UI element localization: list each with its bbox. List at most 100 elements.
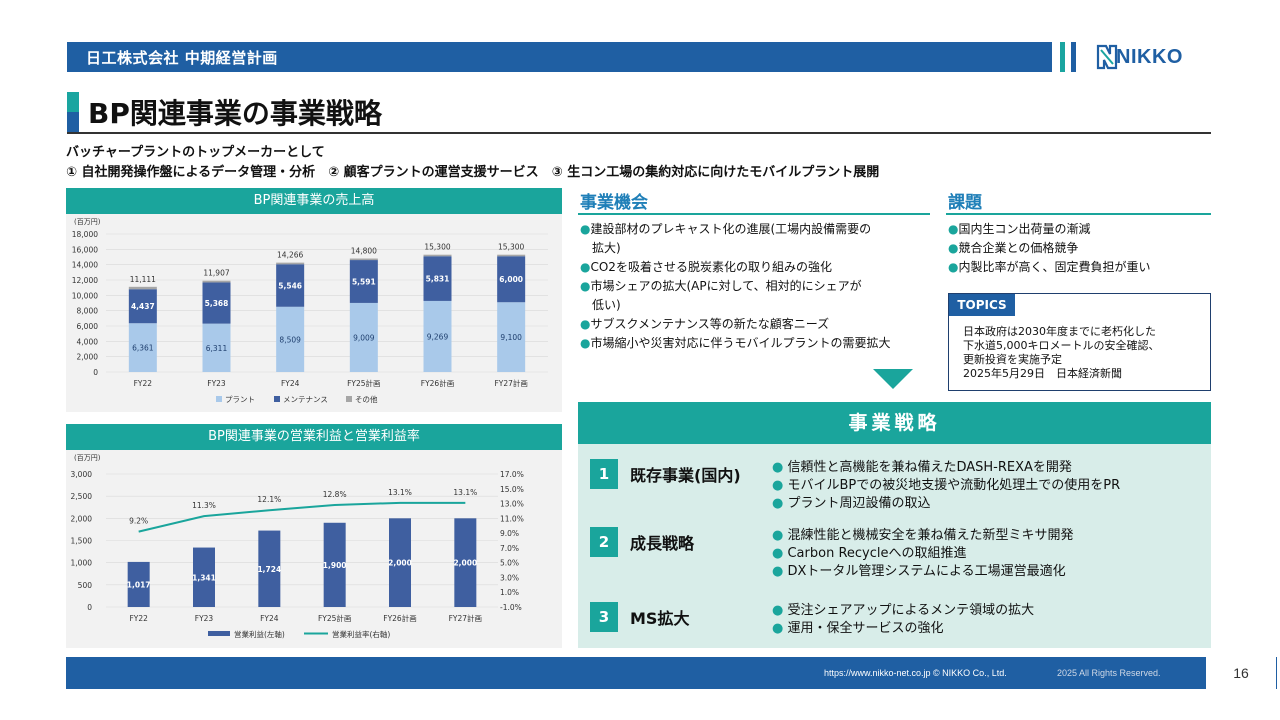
sales-chart-panel: BP関連事業の売上高 (百万円) 0 2,000 4,000 6,000 8,000 10,…: [66, 188, 562, 412]
bar-other: [497, 254, 526, 257]
x-tick-label: FY25計画: [347, 378, 380, 388]
opportunity-item: ●CO2を吸着させる脱炭素化の取り組みの強化: [580, 258, 935, 277]
logo-bars-icon: [1060, 42, 1078, 72]
strategy-row-1: 1 既存事業(国内) ● 信頼性と高機能を兼ね備えたDASH-REXAを開発 ● …: [590, 459, 1205, 519]
legend-swatch: [274, 396, 280, 402]
data-label-maintenance: 5,831: [426, 275, 450, 284]
data-label-margin: 9.2%: [129, 517, 148, 526]
y-tick-label-left: 500: [78, 581, 93, 590]
issues-rule: [946, 213, 1211, 215]
legend-label: 営業利益率(右軸): [332, 629, 390, 639]
strategy-row-title-3: MS拡大: [630, 609, 690, 628]
strategy-row-title-1: 既存事業(国内): [630, 466, 741, 485]
bullet-icon: ●: [772, 546, 788, 561]
legend-swatch: [208, 631, 230, 636]
header-bar: 日工株式会社 中期経営計画: [67, 42, 1052, 72]
topics-line-2: 下水道5,000キロメートルの安全確認、: [963, 339, 1160, 352]
x-tick-label: FY26計画: [421, 378, 454, 388]
bar-maintenance: [497, 256, 526, 303]
bar-plant: [349, 302, 378, 372]
unit-label: (百万円): [74, 454, 101, 462]
y-tick-label: 14,000: [72, 261, 98, 270]
y-tick-label-right: 15.0%: [500, 485, 524, 494]
bullet-icon: ●: [772, 603, 788, 618]
y-tick-label: 2,000: [77, 353, 99, 362]
bullet-icon: ●: [772, 496, 788, 511]
issue-text: 競合企業との価格競争: [958, 241, 1079, 255]
data-label-margin: 12.8%: [323, 490, 347, 499]
y-tick-label-right: 9.0%: [500, 529, 519, 538]
bullet-icon: ●: [948, 241, 959, 255]
y-tick-label-right: 17.0%: [500, 470, 524, 479]
topics-label: TOPICS: [949, 294, 1015, 316]
bar-other: [423, 254, 452, 257]
bullet-icon: ●: [772, 621, 788, 636]
strategy-items-2: ● 混練性能と機械安全を兼ね備えた新型ミキサ開発 ● Carbon Recycle…: [772, 527, 1074, 581]
bar-plant: [423, 300, 452, 372]
bar-operating-profit: [389, 518, 411, 607]
y-tick-label-right: 13.0%: [500, 500, 524, 509]
y-tick-label: 16,000: [72, 245, 98, 254]
bar-other: [128, 286, 157, 290]
y-tick-label: 12,000: [72, 276, 98, 285]
x-tick-label: FY22: [129, 614, 148, 623]
strategy-item-text: 信頼性と高機能を兼ね備えたDASH-REXAを開発: [787, 460, 1072, 475]
data-label-profit: 1,724: [257, 565, 281, 574]
sales-chart-title: BP関連事業の売上高: [66, 188, 562, 214]
data-label-plant: 9,269: [427, 332, 449, 341]
opportunity-item: ●建設部材のプレキャスト化の進展(工場内設備需要の: [580, 220, 935, 239]
y-tick-label-left: 2,500: [71, 492, 93, 501]
footer-bar: https://www.nikko-net.co.jp © NIKKO Co.,…: [66, 657, 1277, 689]
strategy-item-text: 運用・保全サービスの強化: [787, 621, 944, 636]
data-label-profit: 2,000: [388, 559, 412, 568]
opportunity-text: 建設部材のプレキャスト化の進展(工場内設備需要の: [590, 222, 872, 236]
bullet-icon: ●: [772, 528, 788, 543]
data-label-plant: 9,100: [500, 333, 522, 342]
topics-line-3: 更新投資を実施予定: [963, 353, 1062, 366]
data-label-margin: 13.1%: [453, 488, 477, 497]
data-label-plant: 6,361: [132, 344, 154, 353]
bullet-icon: ●: [580, 260, 591, 274]
topics-box: TOPICS 日本政府は2030年度までに老朽化した 下水道5,000キロメート…: [948, 293, 1211, 391]
legend-swatch: [346, 396, 352, 402]
issue-item: ●国内生コン出荷量の漸減: [948, 220, 1213, 239]
strategy-item-text: Carbon Recycleへの取組推進: [787, 546, 967, 561]
y-tick-label-right: 7.0%: [500, 544, 519, 553]
x-tick-label: FY23: [207, 379, 226, 388]
strategy-item: ● モバイルBPでの被災地支援や流動化処理土での使用をPR: [772, 477, 1120, 495]
strategy-item-text: プラント周辺設備の取込: [787, 496, 931, 511]
page-number: 16: [1206, 657, 1276, 689]
data-label-total: 11,907: [203, 269, 229, 278]
opportunities-title: 事業機会: [580, 193, 648, 213]
bullet-icon: ●: [580, 222, 591, 236]
footer-url: https://www.nikko-net.co.jp © NIKKO Co.,…: [824, 668, 1007, 678]
strategy-num-3: 3: [590, 602, 618, 632]
bar-maintenance: [202, 282, 231, 324]
topics-line-1: 日本政府は2030年度までに老朽化した: [963, 325, 1156, 338]
topics-text: 日本政府は2030年度までに老朽化した 下水道5,000キロメートルの安全確認、…: [963, 325, 1160, 381]
bar-other: [276, 262, 305, 265]
bar-operating-profit: [258, 530, 281, 607]
bullet-icon: ●: [580, 279, 591, 293]
y-tick-label-left: 1,500: [71, 537, 93, 546]
bullet-icon: ●: [580, 336, 591, 350]
bar-operating-profit: [193, 547, 215, 607]
data-label-maintenance: 6,000: [499, 275, 523, 284]
bar-plant: [202, 323, 231, 372]
data-label-plant: 6,311: [206, 344, 228, 353]
y-tick-label-left: 0: [87, 603, 92, 612]
strategy-item-text: モバイルBPでの被災地支援や流動化処理土での使用をPR: [787, 478, 1121, 493]
bar-plant: [276, 306, 305, 372]
data-label-maintenance: 5,546: [278, 282, 302, 291]
data-label-total: 14,800: [351, 247, 377, 256]
legend-label: 営業利益(左軸): [234, 629, 285, 639]
opportunity-item: ●市場シェアの拡大(APに対して、相対的にシェアが: [580, 277, 935, 296]
strategy-row-3: 3 MS拡大 ● 受注シェアアップによるメンテ領域の拡大 ● 運用・保全サービスの…: [590, 602, 1205, 644]
bar-plant: [128, 323, 157, 372]
bullet-icon: ●: [948, 260, 959, 274]
intro-line-2: ① 自社開発操作盤によるデータ管理・分析 ② 顧客プラントの運営支援サービス ③…: [66, 165, 880, 180]
y-tick-label: 0: [93, 368, 98, 377]
strategy-item: ● Carbon Recycleへの取組推進: [772, 545, 1074, 563]
issue-item: ●競合企業との価格競争: [948, 239, 1213, 258]
title-accent: [67, 92, 79, 132]
